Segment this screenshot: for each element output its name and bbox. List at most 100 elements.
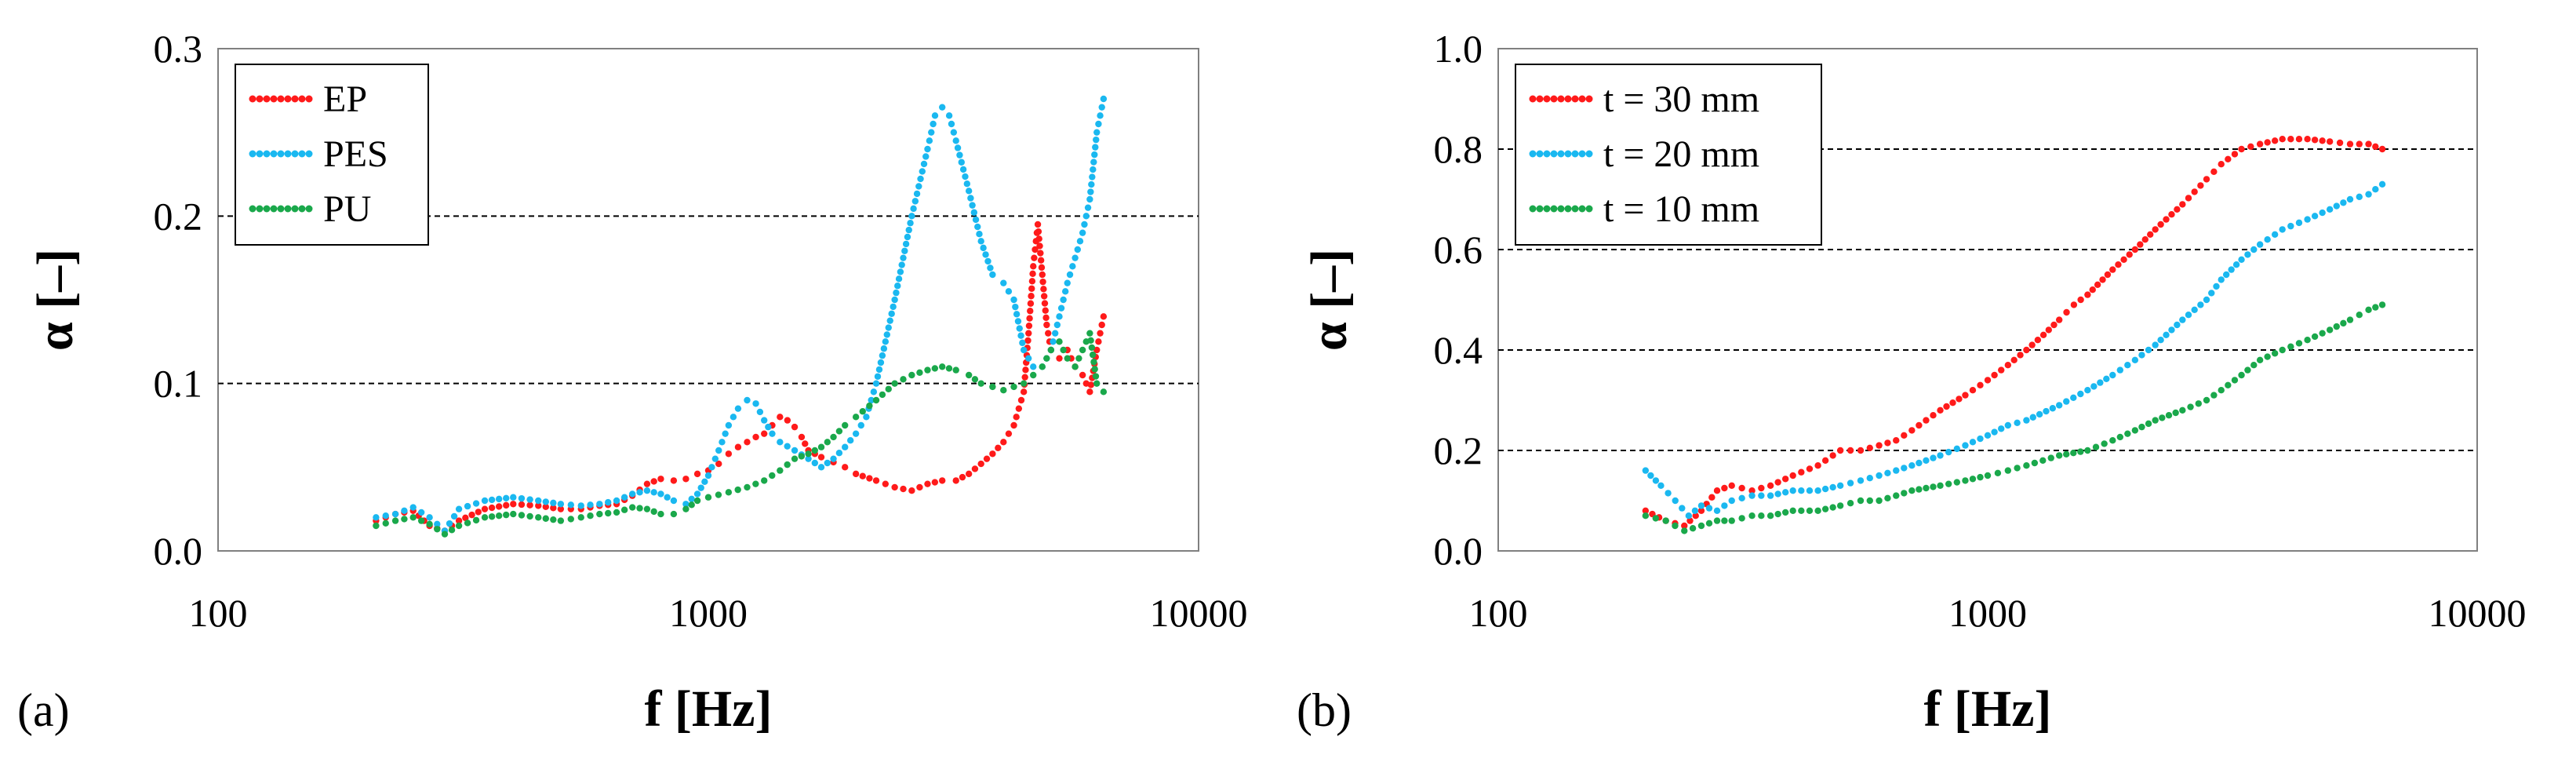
data-point — [455, 522, 463, 530]
data-point — [2017, 352, 2024, 359]
data-point — [682, 476, 689, 483]
data-point — [2365, 191, 2372, 198]
data-point — [1866, 497, 1873, 505]
data-point — [2174, 206, 2181, 213]
data-point — [1010, 421, 1017, 429]
data-point — [682, 501, 689, 508]
data-point — [756, 408, 764, 416]
x-tick-label: 10000 — [2429, 591, 2527, 635]
legend-label: t = 30 mm — [1603, 78, 1759, 120]
data-point — [983, 455, 991, 462]
data-point — [863, 414, 870, 421]
data-point — [1789, 507, 1796, 514]
legend-marker — [277, 150, 285, 158]
legend-marker — [277, 205, 285, 213]
data-point — [1015, 405, 1023, 412]
legend-marker — [1571, 150, 1579, 158]
data-point — [1665, 490, 1672, 497]
data-point — [2084, 447, 2091, 454]
data-point — [1061, 288, 1069, 295]
data-point — [894, 283, 901, 290]
legend-marker — [1585, 150, 1593, 158]
data-point — [1748, 492, 1756, 499]
data-point — [2077, 296, 2084, 304]
data-point — [587, 512, 594, 520]
data-point — [1091, 151, 1098, 159]
data-point — [1949, 399, 1956, 407]
data-point — [1074, 246, 1081, 253]
data-point — [976, 230, 983, 238]
data-point — [1089, 351, 1097, 359]
legend-marker — [263, 95, 271, 103]
data-point — [2304, 136, 2311, 143]
legend-entry: PU — [249, 188, 371, 230]
data-point — [965, 470, 973, 478]
data-point — [1685, 512, 1693, 520]
data-point — [2010, 356, 2018, 363]
data-point — [472, 500, 480, 507]
data-point — [2340, 319, 2347, 327]
data-point — [891, 380, 898, 387]
data-point — [1027, 300, 1035, 307]
data-point — [557, 505, 565, 512]
data-point — [913, 190, 921, 198]
legend-entry: PES — [249, 133, 388, 175]
data-point — [784, 417, 791, 424]
data-point — [2372, 143, 2379, 150]
data-point — [1758, 484, 1765, 492]
data-point — [1017, 332, 1024, 339]
data-point — [2247, 143, 2254, 150]
data-point — [542, 503, 549, 511]
series-pes — [373, 95, 1108, 534]
legend-marker — [1578, 95, 1586, 103]
data-point — [811, 459, 819, 467]
data-point — [2326, 326, 2334, 334]
data-point — [715, 460, 722, 468]
data-point — [2055, 316, 2063, 323]
data-point — [761, 417, 768, 424]
data-point — [2185, 312, 2192, 319]
legend-marker — [1578, 150, 1586, 158]
data-point — [1829, 483, 1836, 491]
y-tick-label: 0.4 — [1434, 328, 1483, 372]
data-point — [495, 495, 503, 503]
data-point — [613, 497, 620, 505]
data-point — [1672, 497, 1679, 505]
x-axis-label-b: f [Hz] — [1923, 680, 2051, 738]
data-point — [1030, 363, 1037, 370]
data-point — [1945, 448, 1952, 456]
data-point — [1789, 487, 1796, 494]
x-tick-label: 100 — [1469, 591, 1528, 635]
data-point — [1035, 235, 1042, 242]
data-point — [2295, 219, 2303, 227]
data-point — [1713, 487, 1721, 494]
data-point — [1956, 396, 1963, 403]
data-point — [1051, 330, 1059, 337]
data-point — [1095, 338, 1102, 345]
data-point — [2191, 306, 2198, 313]
data-point — [1814, 507, 1821, 514]
data-point — [2264, 353, 2271, 360]
data-point — [2174, 321, 2181, 329]
data-point — [725, 489, 733, 496]
data-point — [701, 478, 708, 486]
data-point — [2152, 226, 2159, 233]
data-point — [2163, 331, 2170, 338]
data-point — [1652, 515, 1659, 522]
data-point — [518, 494, 526, 502]
data-point — [2039, 457, 2047, 464]
data-point — [1679, 505, 1686, 512]
data-point — [2152, 341, 2159, 348]
data-point — [1090, 159, 1097, 166]
data-point — [893, 289, 900, 297]
data-point — [2287, 136, 2294, 143]
data-point — [475, 509, 482, 516]
y-tick-label: 0.8 — [1434, 127, 1483, 171]
data-point — [2070, 450, 2077, 457]
legend-entry: EP — [249, 78, 367, 120]
data-point — [1705, 505, 1713, 512]
data-point — [1090, 166, 1097, 173]
data-point — [967, 195, 974, 202]
data-point — [567, 501, 574, 509]
data-point — [434, 526, 441, 533]
